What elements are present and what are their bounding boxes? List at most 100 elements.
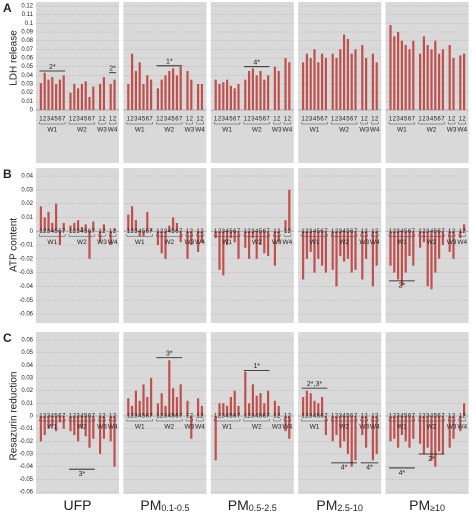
week-bracket: [458, 419, 466, 422]
bar: [43, 416, 46, 435]
bar: [335, 58, 338, 110]
sample-label: 7: [62, 229, 66, 235]
bar: [331, 53, 334, 110]
sample-label: 4: [138, 229, 142, 235]
week-label: W4: [108, 127, 118, 134]
sample-label: 7: [324, 117, 328, 123]
y-tick-label: 0.05: [21, 350, 33, 356]
sample-label: 1: [389, 229, 393, 235]
bar: [248, 403, 251, 416]
week-bracket: [388, 419, 416, 422]
sample-label: 2: [247, 414, 251, 420]
week-bracket: [388, 122, 416, 125]
sample-label: 7: [62, 117, 66, 123]
sample-label: 4: [342, 229, 346, 235]
sample-label: 3: [134, 414, 138, 420]
sample-label: 6: [437, 117, 441, 123]
sample-label: 2: [288, 229, 292, 235]
week-label: W3: [272, 127, 282, 134]
sample-label: 5: [142, 229, 146, 235]
sample-label: 7: [266, 414, 270, 420]
sample-label: 4: [255, 229, 259, 235]
sample-label: 4: [225, 229, 229, 235]
bar: [346, 416, 349, 454]
bar: [448, 416, 451, 448]
sample-label: 2: [160, 229, 164, 235]
week-label: W1: [310, 424, 320, 431]
sample-label: 3: [222, 414, 226, 420]
bar: [463, 224, 466, 232]
sample-label: 2: [277, 117, 281, 123]
sample-label: 1: [127, 229, 131, 235]
significance-label: 2*: [49, 64, 56, 71]
week-label: W1: [135, 424, 145, 431]
sample-label: 1: [331, 229, 335, 235]
group-label: PM≥10: [409, 497, 445, 514]
y-tick-label: -0.04: [19, 464, 33, 470]
bar: [197, 231, 200, 252]
sample-label: 1: [418, 414, 422, 420]
week-label: W4: [108, 424, 118, 431]
bar: [448, 231, 451, 252]
bar: [412, 231, 415, 266]
sample-label: 2: [200, 117, 204, 123]
bar: [248, 71, 251, 110]
sample-label: 7: [92, 414, 96, 420]
bar: [335, 231, 338, 287]
week-bracket: [126, 419, 153, 422]
sample-label: 5: [171, 117, 175, 123]
y-tick-label: 0: [30, 108, 34, 114]
bar: [393, 231, 396, 273]
group-subscript: 0.1-0.5: [161, 503, 189, 513]
bar: [284, 58, 287, 110]
sample-label: 1: [98, 229, 102, 235]
week-label: W3: [185, 239, 195, 246]
bar: [371, 416, 374, 461]
sample-label: 1: [156, 117, 160, 123]
y-tick-label: -0.06: [19, 490, 33, 496]
sample-label: 5: [317, 117, 321, 123]
sample-label: 2: [113, 117, 117, 123]
y-tick-label: 0.02: [21, 90, 33, 96]
sample-label: 2: [364, 414, 368, 420]
week-label: W3: [185, 127, 195, 134]
sample-label: 1: [301, 414, 305, 420]
bar: [339, 49, 342, 110]
sample-label: 6: [58, 117, 62, 123]
bar: [156, 403, 159, 416]
bar: [197, 84, 200, 110]
week-bracket: [156, 419, 183, 422]
sample-label: 1: [109, 414, 113, 420]
bar: [365, 416, 368, 448]
bar: [146, 397, 149, 416]
panel-background: [210, 168, 294, 323]
bar: [448, 45, 451, 110]
group-name: PM: [316, 497, 337, 513]
bar: [389, 231, 392, 266]
sample-label: 6: [146, 117, 150, 123]
significance-label: 2*: [428, 456, 435, 463]
week-bracket: [108, 419, 117, 422]
bar: [99, 416, 102, 454]
bar: [284, 220, 287, 232]
bar: [73, 222, 76, 232]
bar: [430, 49, 433, 110]
sample-label: 1: [39, 414, 43, 420]
y-tick-label: 0.09: [21, 30, 33, 36]
sample-label: 1: [214, 117, 218, 123]
y-tick-label: 0.07: [21, 47, 33, 53]
bar: [150, 228, 153, 232]
bar: [248, 231, 251, 259]
week-bracket: [68, 234, 96, 237]
week-bracket: [243, 122, 270, 125]
y-tick-label: -0.02: [19, 439, 33, 445]
sample-label: 6: [146, 229, 150, 235]
bar: [229, 397, 232, 416]
y-tick-label: -0.04: [19, 284, 33, 290]
sample-label: 5: [142, 414, 146, 420]
bar: [73, 84, 76, 110]
bar: [138, 400, 141, 416]
bar: [77, 220, 80, 232]
y-tick-label: 0.11: [22, 12, 34, 18]
sample-label: 1: [69, 229, 73, 235]
